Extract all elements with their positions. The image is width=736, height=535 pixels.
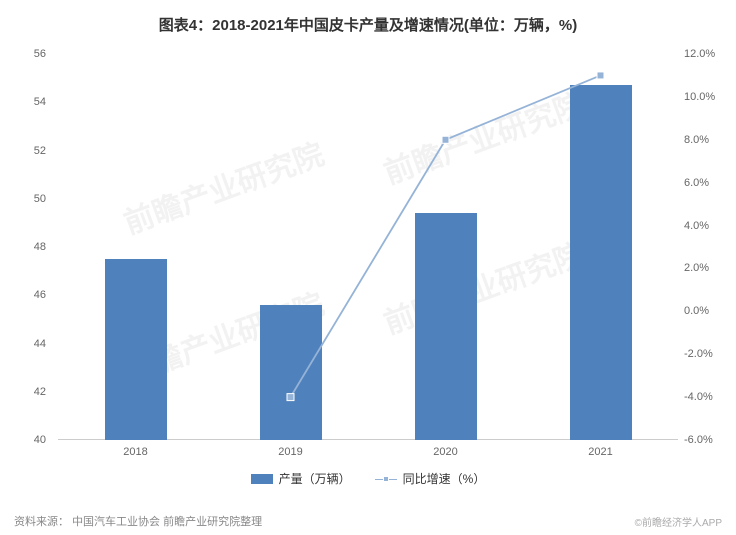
growth-line: [291, 75, 601, 397]
legend-item: 产量（万辆）: [251, 470, 351, 487]
y-right-tick: 8.0%: [684, 134, 709, 146]
app-text: 前瞻经济学人APP: [642, 518, 722, 529]
y-right-tick: -4.0%: [684, 391, 713, 403]
app-badge: ©前瞻经济学人APP: [635, 514, 722, 529]
copyright-icon: ©: [635, 518, 642, 529]
source-text: 中国汽车工业协会 前瞻产业研究院整理: [72, 516, 262, 528]
y-right-tick: 6.0%: [684, 177, 709, 189]
chart-area: 前瞻产业研究院 前瞻产业研究院 前瞻产业研究院 前瞻产业研究院 40424446…: [58, 54, 678, 440]
y-left-tick: 40: [34, 434, 46, 446]
line-marker: [287, 394, 294, 401]
y-left-tick: 54: [34, 96, 46, 108]
legend-label: 产量（万辆）: [279, 470, 351, 487]
legend-item: 同比增速（%）: [375, 470, 486, 487]
line-series: [58, 54, 678, 440]
y-left-tick: 48: [34, 241, 46, 253]
footer: 资料来源： 中国汽车工业协会 前瞻产业研究院整理 ©前瞻经济学人APP: [14, 513, 722, 529]
y-right-tick: 2.0%: [684, 262, 709, 274]
source: 资料来源： 中国汽车工业协会 前瞻产业研究院整理: [14, 513, 262, 529]
y-left-tick: 50: [34, 193, 46, 205]
y-right-tick: 4.0%: [684, 220, 709, 232]
x-tick-label: 2019: [278, 446, 302, 458]
legend-label: 同比增速（%）: [403, 470, 486, 487]
x-tick-label: 2020: [433, 446, 457, 458]
y-right-tick: -6.0%: [684, 434, 713, 446]
line-marker: [442, 136, 449, 143]
chart-container: 图表4：2018-2021年中国皮卡产量及增速情况(单位：万辆，%) 前瞻产业研…: [0, 0, 736, 535]
source-label: 资料来源：: [14, 516, 69, 528]
line-marker: [597, 72, 604, 79]
legend-swatch-line: [375, 474, 397, 484]
y-right-tick: -2.0%: [684, 348, 713, 360]
y-left-tick: 42: [34, 386, 46, 398]
chart-title: 图表4：2018-2021年中国皮卡产量及增速情况(单位：万辆，%): [0, 0, 736, 35]
y-right-tick: 0.0%: [684, 305, 709, 317]
y-left-tick: 46: [34, 289, 46, 301]
y-left-tick: 56: [34, 48, 46, 60]
legend: 产量（万辆） 同比增速（%）: [0, 470, 736, 487]
x-tick-label: 2021: [588, 446, 612, 458]
legend-swatch-bar: [251, 474, 273, 484]
y-right-tick: 10.0%: [684, 91, 715, 103]
x-tick-label: 2018: [123, 446, 147, 458]
y-right-tick: 12.0%: [684, 48, 715, 60]
y-left-tick: 52: [34, 145, 46, 157]
y-left-tick: 44: [34, 338, 46, 350]
